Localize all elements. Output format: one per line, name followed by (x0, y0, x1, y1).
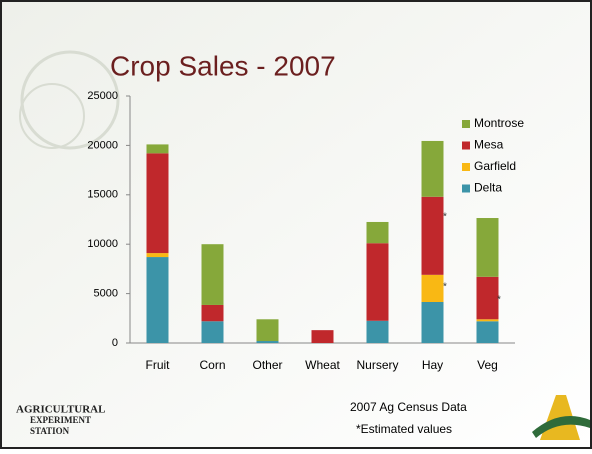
bar-segment (146, 144, 169, 154)
bar-segment (201, 304, 224, 322)
legend-swatch (462, 163, 470, 171)
bar-segment (366, 221, 389, 244)
bar-segment (366, 243, 389, 321)
bar-segment (421, 274, 444, 302)
bar-segment (311, 330, 334, 343)
annotation: * (497, 295, 501, 306)
legend-swatch (462, 141, 470, 150)
legend-label: Montrose (474, 116, 524, 130)
note: 2007 Ag Census Data (350, 400, 467, 414)
legend-label: Mesa (474, 138, 504, 152)
bar-segment (146, 257, 169, 343)
x-tick-label: Corn (199, 358, 225, 372)
bar-segment (476, 321, 499, 343)
bar-segment (256, 319, 279, 342)
annotation: * (443, 212, 447, 223)
bar-segment (201, 244, 224, 305)
legend-swatch (462, 120, 470, 128)
x-tick-label: Nursery (356, 358, 398, 372)
logo-text: EXPERIMENT (30, 415, 91, 425)
logo-text: AGRICULTURAL (16, 404, 105, 416)
chart-title: Crop Sales - 2007 (110, 50, 336, 81)
bar-segment (476, 218, 499, 277)
y-tick-label: 15000 (87, 189, 118, 201)
x-tick-label: Veg (477, 358, 498, 372)
legend-label: Delta (474, 181, 502, 195)
logo-shape (532, 416, 590, 438)
bar-segment (476, 319, 499, 322)
bar-segment (146, 253, 169, 258)
y-tick-label: 5000 (94, 288, 118, 300)
y-tick-label: 10000 (87, 238, 118, 250)
bar-segment (366, 320, 389, 343)
y-tick-label: 0 (112, 337, 118, 349)
x-tick-label: Fruit (146, 358, 171, 372)
legend-label: Garfield (474, 159, 516, 173)
bar-segment (476, 276, 499, 320)
decor-circle (20, 50, 120, 150)
y-tick-label: 25000 (87, 90, 118, 102)
logo-text: STATION (30, 426, 70, 436)
bar-segment (421, 301, 444, 343)
bar-segment (421, 140, 444, 197)
x-tick-label: Other (252, 358, 282, 372)
logo: AGRICULTURAL EXPERIMENT STATION (16, 404, 105, 437)
x-tick-label: Wheat (305, 358, 340, 372)
bar-segment (201, 321, 224, 343)
bar-segment (421, 196, 444, 275)
annotation: * (443, 282, 447, 293)
y-tick-label: 20000 (87, 139, 118, 151)
bar-segment (146, 153, 169, 254)
logo-right (532, 395, 590, 440)
note: *Estimated values (356, 422, 452, 436)
x-tick-label: Hay (422, 358, 443, 372)
decor-circle (19, 83, 85, 149)
legend-swatch (462, 184, 470, 193)
bar-segment (256, 341, 279, 343)
